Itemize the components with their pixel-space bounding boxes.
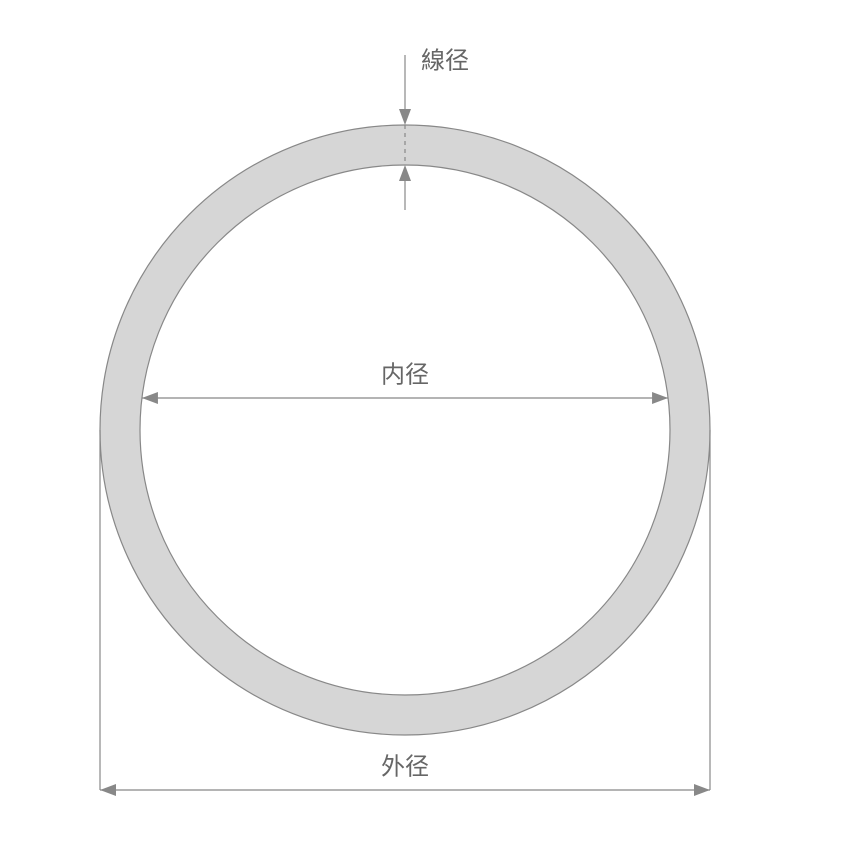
- outer-diameter-label: 外径: [381, 753, 429, 780]
- wire-diameter-label: 線径: [421, 47, 469, 74]
- inner-diameter-label: 内径: [381, 361, 429, 388]
- ring-annulus: [100, 125, 710, 735]
